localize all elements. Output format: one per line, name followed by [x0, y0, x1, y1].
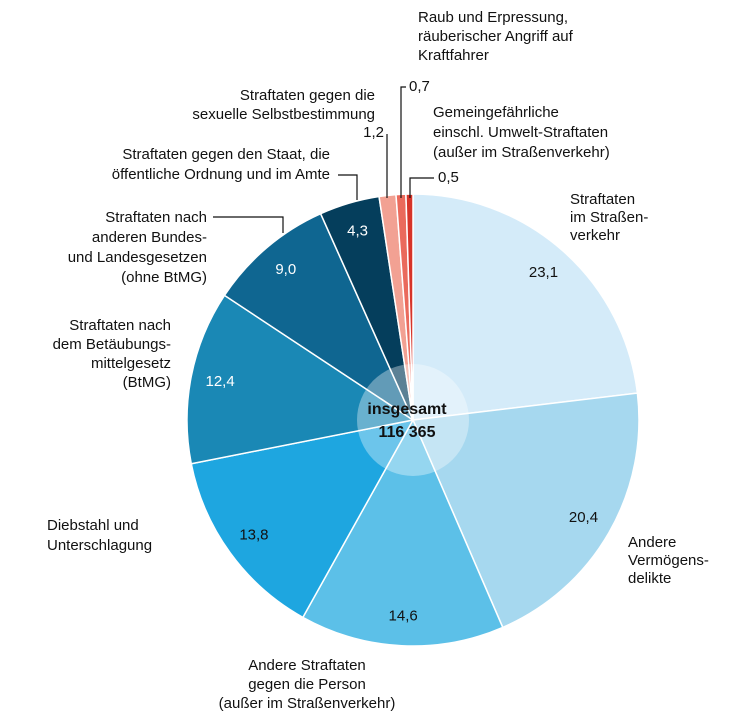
- category-label: (außer im Straßenverkehr): [433, 144, 610, 161]
- slice: [223, 212, 415, 423]
- value-label: 12,4: [205, 373, 234, 390]
- category-label: (BtMG): [123, 374, 171, 391]
- category-label: Andere: [628, 534, 676, 551]
- value-label: 0,5: [438, 169, 459, 186]
- category-label: Straftaten nach: [105, 209, 207, 226]
- category-label: und Landesgesetzen: [68, 249, 207, 266]
- value-label: 0,7: [409, 78, 430, 95]
- leader-line: [338, 174, 358, 200]
- slice: [186, 294, 415, 465]
- category-label: Unterschlagung: [47, 537, 152, 554]
- category-label: verkehr: [570, 227, 620, 244]
- category-label: (ohne BtMG): [121, 269, 207, 286]
- center-total: 116 365: [379, 424, 436, 441]
- category-label: mittelgesetz: [91, 355, 171, 372]
- slice: [301, 418, 504, 647]
- category-label: delikte: [628, 570, 671, 587]
- leader-line: [213, 216, 284, 233]
- value-label: 23,1: [529, 264, 558, 281]
- slices: [186, 193, 640, 647]
- category-label: dem Betäubungs-: [53, 336, 171, 353]
- category-label: räuberischer Angriff auf: [418, 28, 574, 45]
- leader-line: [400, 86, 406, 198]
- category-label: Vermögens-: [628, 552, 709, 569]
- leader-line: [409, 177, 434, 198]
- slice: [412, 193, 639, 421]
- value-label: 13,8: [239, 527, 268, 544]
- value-label: 1,2: [363, 124, 384, 141]
- category-label: einschl. Umwelt-Straftaten: [433, 124, 608, 141]
- value-label: 9,0: [275, 261, 296, 278]
- center-disc: [357, 364, 469, 476]
- category-label: Straftaten gegen die: [240, 87, 375, 104]
- slice: [190, 418, 415, 619]
- category-label: anderen Bundes-: [92, 229, 207, 246]
- category-label: Straftaten gegen den Staat, die: [122, 146, 330, 163]
- center-label: insgesamt: [367, 401, 447, 418]
- category-label: gegen die Person: [248, 676, 366, 693]
- category-label: Straftaten: [570, 191, 635, 208]
- category-label: öffentliche Ordnung und im Amte: [112, 166, 330, 183]
- category-label: Gemeingefährliche: [433, 104, 559, 121]
- category-label: Kraftfahrer: [418, 47, 489, 64]
- category-label: Diebstahl und: [47, 517, 139, 534]
- category-label: Straftaten nach: [69, 317, 171, 334]
- category-label: im Straßen-: [570, 209, 648, 226]
- category-label: (außer im Straßenverkehr): [219, 695, 396, 712]
- value-label: 20,4: [569, 509, 598, 526]
- category-label: Andere Straftaten: [248, 657, 366, 674]
- value-label: 4,3: [347, 222, 368, 239]
- slice: [411, 392, 640, 629]
- category-label: sexuelle Selbstbestimmung: [192, 106, 375, 123]
- value-label: 14,6: [389, 607, 418, 624]
- category-label: Raub und Erpressung,: [418, 9, 568, 26]
